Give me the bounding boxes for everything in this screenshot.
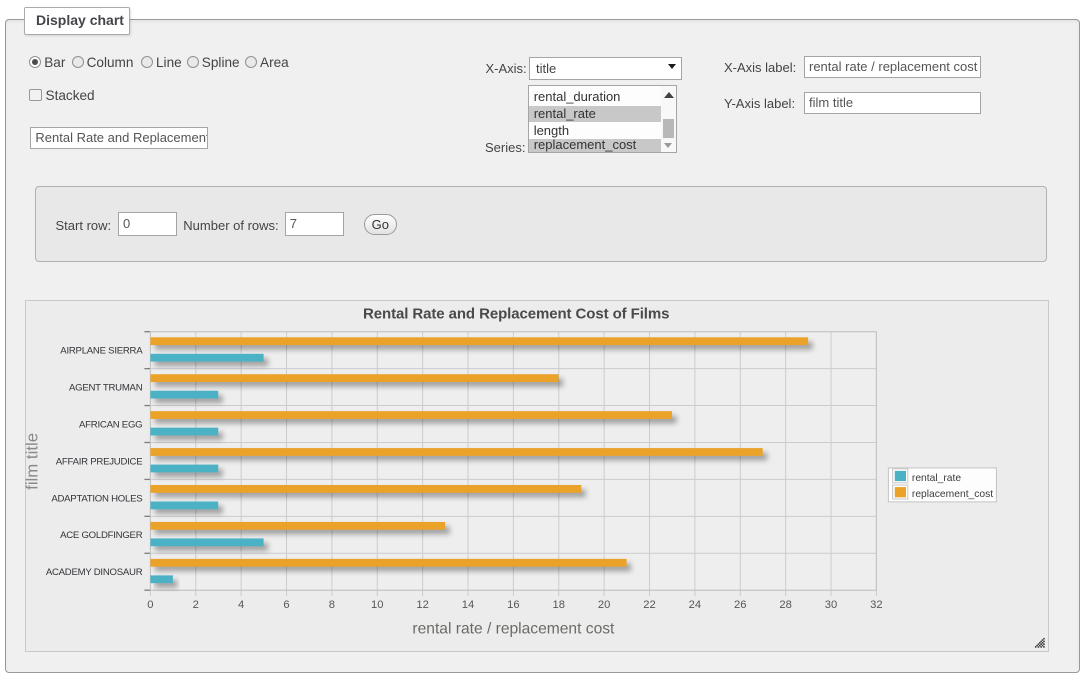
svg-text:10: 10 — [371, 598, 383, 610]
svg-text:18: 18 — [552, 598, 564, 610]
svg-text:replacement_cost: replacement_cost — [911, 488, 992, 499]
svg-text:rental rate / replacement cost: rental rate / replacement cost — [412, 620, 615, 637]
svg-text:ADAPTATION HOLES: ADAPTATION HOLES — [51, 493, 142, 504]
svg-text:0: 0 — [147, 598, 153, 610]
svg-text:AGENT TRUMAN: AGENT TRUMAN — [69, 382, 143, 393]
svg-text:2: 2 — [192, 598, 198, 610]
svg-text:12: 12 — [416, 598, 428, 610]
svg-text:32: 32 — [870, 598, 882, 610]
svg-text:AFRICAN EGG: AFRICAN EGG — [79, 419, 142, 430]
svg-text:24: 24 — [688, 598, 700, 610]
svg-text:ACE GOLDFINGER: ACE GOLDFINGER — [60, 530, 143, 541]
svg-text:20: 20 — [598, 598, 610, 610]
svg-text:AFFAIR PREJUDICE: AFFAIR PREJUDICE — [55, 456, 142, 467]
svg-text:30: 30 — [824, 598, 836, 610]
svg-text:14: 14 — [461, 598, 473, 610]
svg-text:rental_rate: rental_rate — [911, 472, 961, 483]
svg-text:28: 28 — [779, 598, 791, 610]
svg-text:8: 8 — [328, 598, 334, 610]
svg-text:16: 16 — [507, 598, 519, 610]
svg-text:ACADEMY DINOSAUR: ACADEMY DINOSAUR — [45, 567, 142, 578]
svg-text:6: 6 — [283, 598, 289, 610]
svg-text:film title: film title — [22, 433, 41, 490]
svg-text:4: 4 — [238, 598, 244, 610]
svg-text:22: 22 — [643, 598, 655, 610]
svg-text:26: 26 — [734, 598, 746, 610]
svg-text:AIRPLANE SIERRA: AIRPLANE SIERRA — [60, 345, 143, 356]
svg-text:Rental Rate and Replacement Co: Rental Rate and Replacement Cost of Film… — [363, 305, 669, 322]
